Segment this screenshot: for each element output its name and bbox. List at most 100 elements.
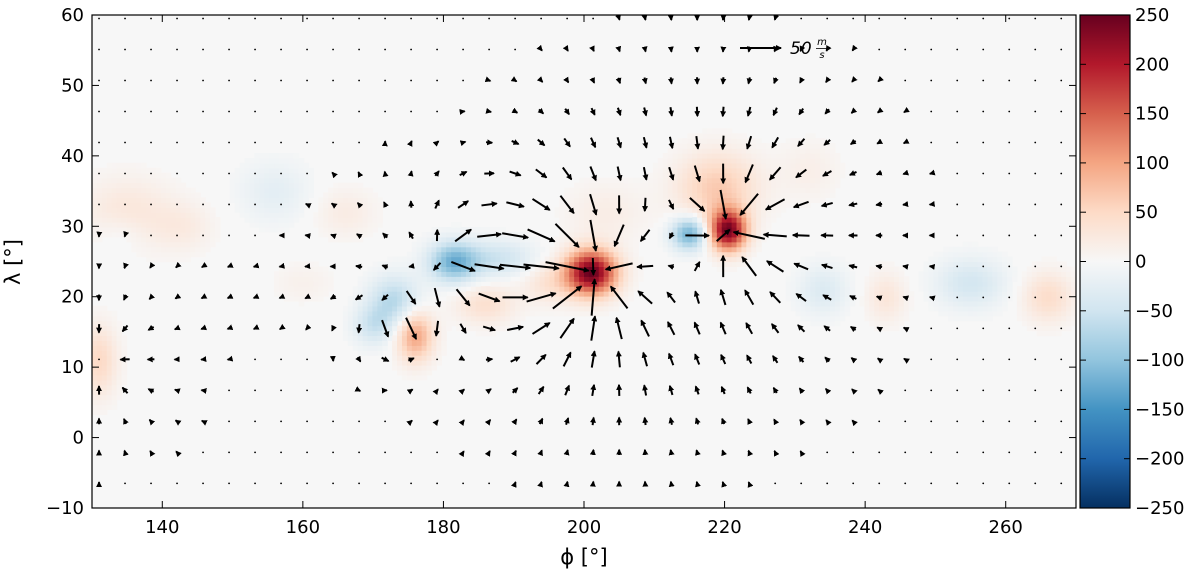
heatmap-cell [382, 345, 388, 351]
heatmap-cell [328, 212, 334, 218]
velocity-arrow [306, 451, 308, 453]
velocity-arrow [1008, 297, 1010, 299]
velocity-arrow [930, 451, 932, 453]
heatmap-cell [136, 173, 142, 179]
heatmap-cell [392, 286, 398, 292]
heatmap-cell [574, 232, 580, 238]
heatmap-cell [658, 232, 664, 238]
heatmap-cell [313, 222, 319, 228]
velocity-arrow [306, 420, 308, 422]
heatmap-cell [692, 207, 698, 213]
heatmap-cell [584, 183, 590, 189]
heatmap-cell [363, 207, 369, 213]
velocity-arrow [1060, 80, 1062, 82]
heatmap-cell [136, 227, 142, 233]
heatmap-cell [313, 286, 319, 292]
heatmap-cell [584, 301, 590, 307]
heatmap-cell [978, 291, 984, 297]
heatmap-cell [181, 227, 187, 233]
heatmap-cell [776, 173, 782, 179]
velocity-arrow [201, 390, 204, 391]
heatmap-cell [176, 197, 182, 203]
heatmap-cell [117, 212, 123, 218]
heatmap-cell [741, 158, 747, 164]
heatmap-cell [146, 237, 152, 243]
heatmap-cell [874, 286, 880, 292]
heatmap-cell [363, 321, 369, 327]
heatmap-cell [717, 133, 723, 139]
velocity-arrow [723, 77, 724, 84]
heatmap-cell [609, 197, 615, 203]
velocity-arrow [462, 80, 464, 82]
velocity-arrow [410, 451, 412, 453]
heatmap-cell [500, 237, 506, 243]
heatmap-cell [397, 370, 403, 376]
heatmap-cell [953, 286, 959, 292]
heatmap-cell [525, 291, 531, 297]
heatmap-cell [805, 138, 811, 144]
heatmap-cell [800, 286, 806, 292]
heatmap-cell [422, 242, 428, 248]
heatmap-cell [786, 148, 792, 154]
heatmap-cell [338, 237, 344, 243]
heatmap-cell [1032, 286, 1038, 292]
heatmap-cell [136, 197, 142, 203]
heatmap-cell [387, 326, 393, 332]
heatmap-cell [810, 296, 816, 302]
heatmap-cell [968, 301, 974, 307]
heatmap-cell [540, 311, 546, 317]
velocity-arrow [671, 47, 672, 51]
heatmap-cell [874, 276, 880, 282]
velocity-arrow [930, 297, 933, 298]
heatmap-cell [510, 316, 516, 322]
heatmap-cell [308, 168, 314, 174]
heatmap-cell [397, 266, 403, 272]
heatmap-cell [402, 360, 408, 366]
heatmap-cell [446, 227, 452, 233]
heatmap-cell [372, 281, 378, 287]
heatmap-cell [894, 296, 900, 302]
heatmap-cell [653, 192, 659, 198]
velocity-arrow [332, 111, 334, 113]
heatmap-cell [146, 217, 152, 223]
velocity-arrow [356, 266, 362, 267]
heatmap-cell [131, 247, 137, 253]
heatmap-cell [756, 227, 762, 233]
heatmap-cell [318, 197, 324, 203]
velocity-arrow [697, 482, 698, 485]
heatmap-cell [343, 335, 349, 341]
velocity-arrow [306, 18, 308, 20]
heatmap-cell [682, 158, 688, 164]
heatmap-cell [1056, 276, 1062, 282]
heatmap-cell [948, 257, 954, 263]
heatmap-cell [92, 192, 98, 198]
heatmap-cell [805, 276, 811, 282]
heatmap-cell [535, 311, 541, 317]
heatmap-cell [1061, 316, 1067, 322]
heatmap-cell [112, 380, 118, 386]
heatmap-cell [466, 257, 472, 263]
heatmap-cell [461, 276, 467, 282]
heatmap-cell [308, 266, 314, 272]
heatmap-cell [869, 316, 875, 322]
heatmap-cell [574, 207, 580, 213]
heatmap-cell [584, 192, 590, 198]
heatmap-cell [992, 301, 998, 307]
heatmap-cell [151, 178, 157, 184]
heatmap-cell [348, 311, 354, 317]
velocity-arrow [956, 389, 958, 391]
heatmap-cell [687, 158, 693, 164]
heatmap-cell [673, 242, 679, 248]
heatmap-cell [791, 296, 797, 302]
heatmap-cell [427, 316, 433, 322]
heatmap-cell [1037, 262, 1043, 268]
heatmap-cell [117, 335, 123, 341]
heatmap-cell [1037, 311, 1043, 317]
heatmap-cell [658, 197, 664, 203]
heatmap-cell [535, 281, 541, 287]
heatmap-cell [377, 217, 383, 223]
heatmap-cell [333, 222, 339, 228]
heatmap-cell [540, 281, 546, 287]
heatmap-cell [673, 232, 679, 238]
heatmap-cell [781, 188, 787, 194]
